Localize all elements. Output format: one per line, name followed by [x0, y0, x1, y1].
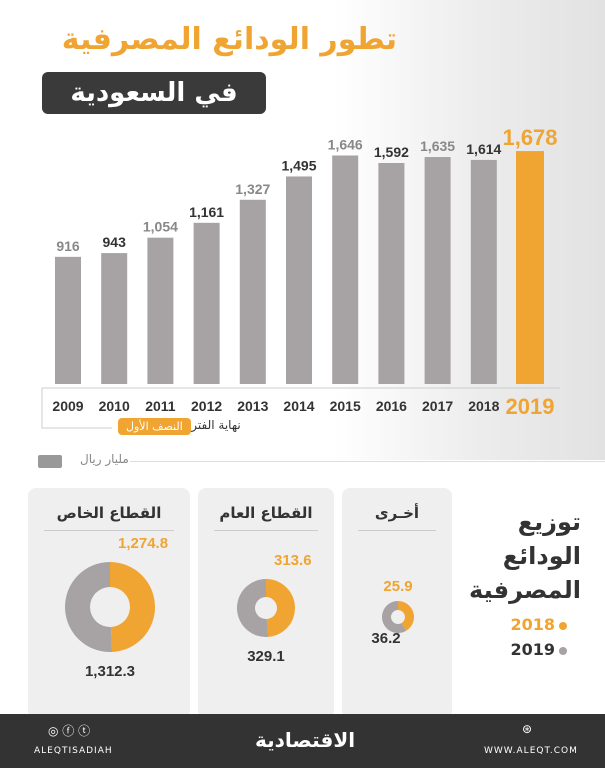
bar-2016 [378, 162, 405, 384]
slice-2018 [110, 562, 156, 652]
x-tick-label: 2014 [283, 398, 314, 414]
donut-charts: 1,274.8 1,312.3 313.6 329.1 25.9 36.2 [65, 535, 414, 680]
x-tick-label: 2011 [145, 398, 176, 414]
card-title: القطاع الخاص [44, 488, 174, 531]
x-tick-label: 2017 [422, 398, 453, 414]
value-2019: 329.1 [247, 648, 285, 665]
slice-2019 [237, 579, 269, 637]
page-title: تطور الودائع المصرفية [61, 22, 397, 57]
money-icon [38, 455, 62, 468]
legend-2019: 2019 [510, 640, 567, 659]
bar-2017 [424, 157, 451, 384]
data-label: 1,635 [420, 138, 455, 154]
bar-2014 [286, 176, 312, 384]
distribution-title: توزيع الودائع المصرفية [469, 508, 581, 604]
slice-2019 [382, 601, 406, 633]
data-label: 1,678 [502, 125, 557, 150]
bar-2015 [332, 155, 359, 384]
social-icons[interactable]: ◎ ⓕ ⓣ [48, 724, 91, 738]
bar-chart: 916 2009 943 2010 1,054 2011 1,161 2012 1,327 201… [41, 125, 560, 429]
bar-2013 [239, 199, 266, 384]
x-tick-label: 2018 [468, 398, 499, 414]
x-tick-label: 2015 [330, 398, 361, 414]
data-label: 1,592 [374, 144, 409, 160]
bar-2009 [55, 256, 81, 384]
slice-2018 [266, 579, 296, 637]
x-tick-label: 2009 [52, 398, 83, 414]
value-2018: 313.6 [274, 552, 312, 569]
slice-2019 [65, 562, 113, 652]
x-tick-label: 2012 [191, 398, 222, 414]
footer-handle: ALEQTISADIAH [34, 746, 113, 756]
value-2018: 25.9 [383, 578, 412, 595]
value-2018: 1,274.8 [118, 535, 168, 552]
data-label: 1,161 [189, 204, 224, 220]
data-label: 916 [56, 238, 80, 254]
bar-2019 [516, 151, 544, 384]
period-badge: النصف الأول [118, 418, 191, 435]
slice-2018 [398, 601, 414, 631]
legend-2018: 2018 [510, 615, 567, 634]
footer-website: WWW.ALEQT.COM [484, 746, 578, 756]
x-tick-label: 2010 [99, 398, 130, 414]
period-note: نهاية الفترة [185, 418, 241, 432]
x-tick-label: 2013 [237, 398, 268, 414]
bar-2012 [193, 222, 220, 384]
card-private: القطاع الخاص [28, 488, 190, 718]
data-label: 1,614 [466, 141, 501, 157]
globe-icon: ⊛ [522, 722, 533, 736]
data-label: 1,054 [143, 219, 178, 235]
bar-2010 [101, 253, 128, 384]
page-subtitle: في السعودية [42, 72, 266, 114]
data-label: 1,495 [281, 157, 316, 173]
card-title: أخـرى [358, 488, 436, 531]
unit-label: مليار ريال [80, 452, 129, 466]
bar-2018 [470, 159, 497, 384]
x-tick-label: 2019 [506, 394, 555, 419]
bar-2011 [147, 237, 174, 384]
divider [130, 461, 605, 462]
data-label: 1,646 [328, 136, 363, 152]
card-title: القطاع العام [214, 488, 318, 531]
footer: ◎ ⓕ ⓣ ALEQTISADIAH الاقتصادية ⊛ WWW.ALEQ… [0, 714, 605, 768]
axis-bracket [41, 388, 112, 429]
value-2019: 36.2 [371, 630, 400, 647]
brand-logo: الاقتصادية [255, 728, 356, 752]
data-label: 1,327 [235, 181, 270, 197]
card-public: القطاع العام [198, 488, 334, 718]
x-tick-label: 2016 [376, 398, 407, 414]
data-label: 943 [103, 234, 127, 250]
value-2019: 1,312.3 [85, 663, 135, 680]
